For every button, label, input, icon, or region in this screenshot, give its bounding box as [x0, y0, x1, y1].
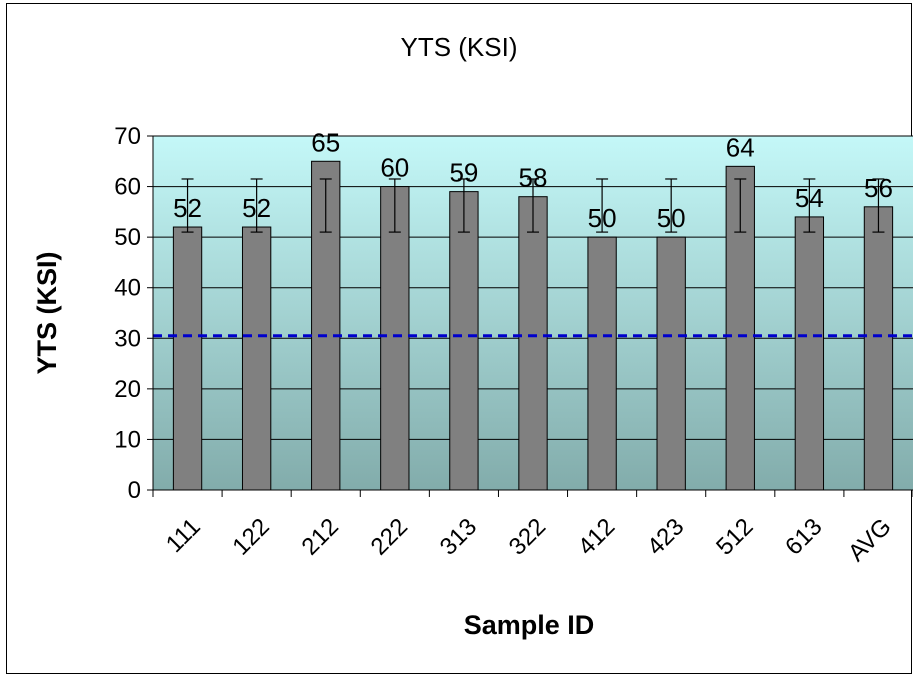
chart-title: YTS (KSI)	[400, 32, 517, 62]
axes	[147, 135, 913, 497]
x-tick-label: 212	[297, 513, 344, 560]
error-bar	[803, 178, 816, 233]
y-tick-label: 30	[114, 325, 141, 352]
x-tick-labels: 111 122 212 222 313 322 412 423 512 613 AVG	[161, 513, 897, 567]
error-bar	[596, 178, 609, 233]
y-tick-label: 0	[128, 477, 141, 504]
error-bar	[734, 178, 747, 233]
x-tick-label: 111	[161, 513, 206, 558]
data-label: 50	[588, 203, 617, 233]
error-bar	[527, 178, 539, 233]
x-tick-label: 613	[780, 513, 827, 560]
data-label: 56	[864, 173, 893, 203]
y-tick-label: 20	[114, 376, 141, 403]
error-bar	[181, 178, 194, 233]
x-tick-label: 322	[504, 513, 551, 560]
error-bar	[457, 178, 470, 233]
y-tick-label: 10	[114, 426, 141, 453]
error-bar	[665, 178, 678, 233]
y-tick-labels: 0 10 20 30 40 50 60 70	[114, 123, 141, 504]
y-tick-label: 60	[114, 174, 141, 201]
error-bar	[388, 178, 401, 233]
bar-122	[241, 226, 272, 491]
data-label: 52	[173, 193, 202, 223]
data-label: 65	[311, 127, 340, 157]
x-tick-label: 512	[711, 513, 758, 560]
bar-423	[656, 236, 686, 491]
bar-412	[587, 236, 617, 491]
data-label: 52	[242, 193, 271, 223]
x-tick-label: 412	[573, 513, 620, 560]
data-label: 64	[726, 132, 755, 162]
yts-bar-chart: YTS (KSI) 52 52 65 60 59 58 50 50 64 54 56 0 10 20 30…	[32, 32, 913, 640]
error-bars	[181, 178, 885, 233]
x-axis-label: Sample ID	[464, 610, 595, 640]
y-tick-label: 70	[114, 123, 141, 150]
y-axis-label: YTS (KSI)	[32, 251, 62, 374]
error-bar	[319, 178, 332, 233]
y-tick-label: 50	[114, 224, 141, 251]
data-label: 54	[795, 183, 824, 213]
bar-313	[449, 191, 479, 491]
x-tick-label: 222	[366, 513, 413, 560]
x-tick-label: 313	[435, 513, 482, 560]
bar-322	[518, 196, 548, 491]
chart-frame: YTS (KSI) 52 52 65 60 59 58 50 50 64 54 56 0 10 20 30…	[6, 3, 913, 674]
data-label: 60	[380, 153, 409, 183]
data-labels: 52 52 65 60 59 58 50 50 64 54 56	[173, 127, 893, 233]
y-tick-label: 40	[114, 275, 141, 302]
error-bar	[250, 178, 263, 233]
bar-AVG	[863, 206, 894, 491]
bar-222	[380, 186, 410, 491]
x-tick-label: 122	[227, 513, 274, 560]
x-tick-label: 423	[642, 513, 689, 560]
data-label: 59	[449, 158, 478, 188]
bar-111	[172, 226, 203, 491]
x-tick-label: AVG	[843, 513, 897, 567]
error-bar	[872, 178, 885, 233]
bar-613	[794, 216, 825, 491]
data-label: 58	[519, 163, 548, 193]
data-label: 50	[657, 203, 686, 233]
